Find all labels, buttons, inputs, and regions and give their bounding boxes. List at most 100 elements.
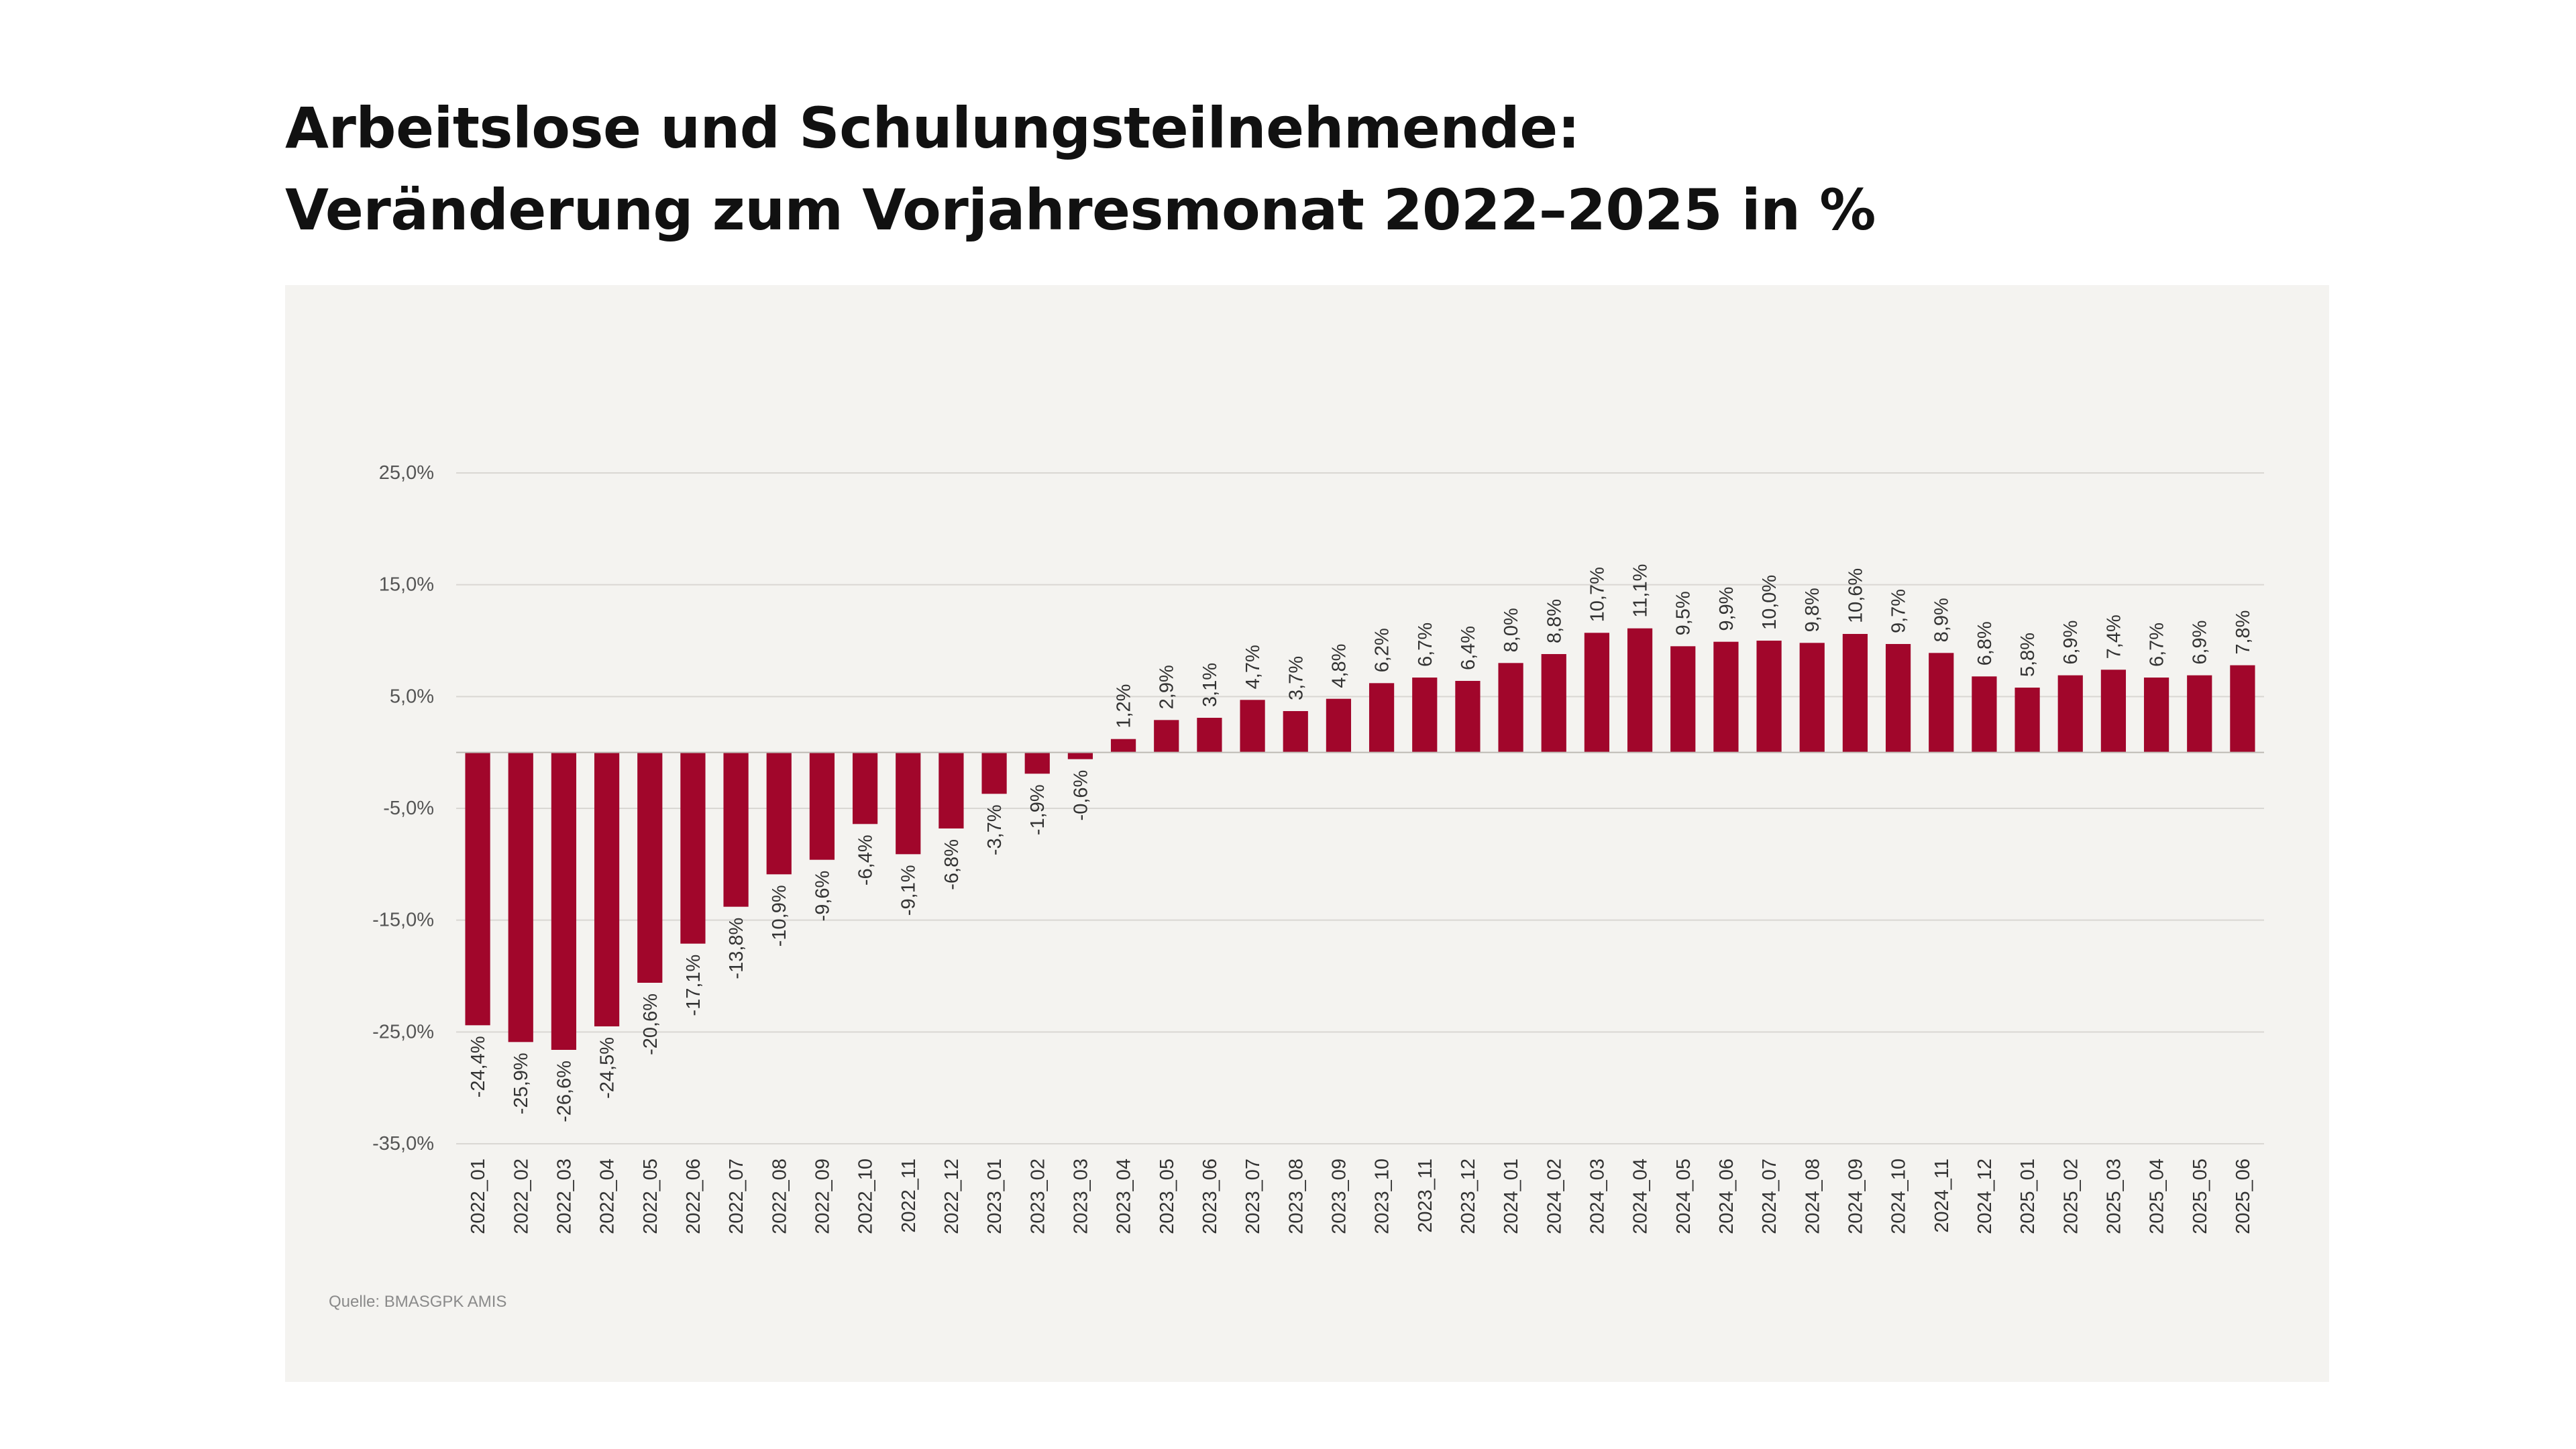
x-tick-label: 2023_01 <box>984 1159 1006 1234</box>
x-tick-label: 2023_07 <box>1242 1159 1264 1234</box>
data-label: 5,8% <box>2017 633 2039 677</box>
data-label: 11,1% <box>1630 564 1652 618</box>
bar <box>2057 675 2083 753</box>
x-tick-label: 2024_06 <box>1716 1159 1737 1234</box>
x-tick-label: 2023_04 <box>1114 1159 1135 1234</box>
bar <box>1455 681 1481 753</box>
bar <box>938 752 964 828</box>
x-tick-label: 2024_07 <box>1759 1159 1780 1234</box>
x-tick-label: 2022_04 <box>597 1159 619 1234</box>
bar <box>637 752 663 983</box>
x-tick-label: 2022_03 <box>553 1159 575 1234</box>
bar <box>1713 641 1739 753</box>
bar <box>1110 739 1136 753</box>
data-label: 6,7% <box>1415 623 1436 667</box>
x-tick-label: 2022_07 <box>726 1159 747 1234</box>
x-tick-label: 2023_10 <box>1372 1159 1393 1234</box>
data-label: 7,4% <box>2103 614 2125 659</box>
data-label: -9,1% <box>898 865 920 916</box>
bar <box>1929 653 1954 753</box>
x-tick-label: 2022_06 <box>683 1159 704 1234</box>
data-label: 9,8% <box>1802 588 1823 632</box>
x-tick-label: 2023_05 <box>1157 1159 1178 1234</box>
source-note: Quelle: BMASGPK AMIS <box>329 1293 507 1311</box>
x-tick-label: 2022_09 <box>812 1159 833 1234</box>
bar-chart: 25,0% 15,0% 5,0% -5,0% -15,0% -25,0% -35,0% -24… <box>372 462 2264 1234</box>
data-label: 2,9% <box>1157 665 1178 709</box>
data-label: 9,5% <box>1673 591 1695 635</box>
x-tick-label: 2025_06 <box>2233 1159 2254 1234</box>
data-label: -26,6% <box>553 1061 575 1122</box>
bar <box>1368 683 1395 753</box>
bar <box>465 752 490 1026</box>
data-label: -10,9% <box>769 885 790 947</box>
x-tick-label: 2022_05 <box>640 1159 661 1234</box>
chart-title: Arbeitslose und Schulungsteilnehmende: V… <box>285 87 1876 251</box>
bar <box>2230 665 2255 753</box>
x-tick-label: 2024_08 <box>1802 1159 1823 1234</box>
bar <box>1799 643 1825 753</box>
bar <box>2100 669 2127 753</box>
x-tick-label: 2025_05 <box>2190 1159 2211 1234</box>
data-label: 7,8% <box>2233 610 2254 655</box>
y-tick-label: 25,0% <box>379 462 434 484</box>
x-tick-label: 2022_08 <box>769 1159 790 1234</box>
bar <box>2143 678 2169 753</box>
y-tick-label: -15,0% <box>372 910 434 931</box>
bar <box>2187 675 2212 753</box>
bar <box>1972 676 1997 753</box>
bar <box>1326 698 1352 753</box>
data-label: 6,2% <box>1372 628 1393 672</box>
x-tick-label: 2024_02 <box>1544 1159 1565 1234</box>
bar <box>1412 678 1438 753</box>
bar <box>1756 641 1782 753</box>
x-tick-label: 2023_03 <box>1070 1159 1091 1234</box>
bar <box>1283 711 1308 753</box>
data-label: -24,5% <box>597 1037 619 1099</box>
bar <box>1885 644 1911 753</box>
data-label: 6,9% <box>2060 621 2082 665</box>
data-label: 9,7% <box>1888 589 1910 633</box>
x-tick-label: 2025_02 <box>2060 1159 2082 1234</box>
data-label: -3,7% <box>984 804 1006 855</box>
data-label: 9,9% <box>1716 587 1737 631</box>
bar <box>981 752 1007 794</box>
bar <box>896 752 921 855</box>
bar <box>1842 634 1868 753</box>
data-label: -24,4% <box>468 1036 489 1097</box>
y-tick-label: -25,0% <box>372 1021 434 1042</box>
x-tick-label: 2024_03 <box>1587 1159 1608 1234</box>
data-label: 6,8% <box>1974 621 1996 665</box>
bar <box>766 752 792 875</box>
x-tick-label: 2024_04 <box>1630 1159 1652 1234</box>
data-label: 3,7% <box>1285 656 1307 700</box>
data-label: -6,8% <box>941 839 963 890</box>
x-tick-label: 2024_10 <box>1888 1159 1910 1234</box>
x-tick-label: 2023_11 <box>1415 1159 1436 1233</box>
bar <box>809 752 835 860</box>
data-label: -13,8% <box>726 918 747 979</box>
x-tick-label: 2023_09 <box>1328 1159 1350 1234</box>
x-tick-label: 2024_01 <box>1501 1159 1522 1234</box>
x-tick-label: 2022_12 <box>941 1159 963 1234</box>
data-label: 8,0% <box>1501 608 1522 652</box>
x-tick-label: 2024_12 <box>1974 1159 1996 1234</box>
x-tick-label: 2023_02 <box>1027 1159 1049 1234</box>
data-label: 6,7% <box>2147 623 2168 667</box>
x-tick-label: 2024_11 <box>1931 1159 1953 1233</box>
bar <box>551 752 577 1050</box>
y-tick-label: 15,0% <box>379 574 434 596</box>
x-tick-label: 2025_04 <box>2147 1159 2168 1234</box>
data-label: -0,6% <box>1070 770 1091 821</box>
chart-panel: 25,0% 15,0% 5,0% -5,0% -15,0% -25,0% -35,0% -24… <box>285 285 2329 1382</box>
chart-title-line-2: Veränderung zum Vorjahresmonat 2022–2025… <box>285 177 1876 243</box>
data-label: -9,6% <box>812 871 833 922</box>
bar <box>1067 752 1093 759</box>
x-tick-label: 2025_03 <box>2103 1159 2125 1234</box>
bar <box>1498 663 1523 753</box>
bar <box>1154 720 1179 753</box>
data-label: 6,4% <box>1458 626 1479 670</box>
y-tick-label: 5,0% <box>390 686 434 707</box>
bar <box>1024 752 1050 774</box>
x-tick-label: 2024_05 <box>1673 1159 1695 1234</box>
